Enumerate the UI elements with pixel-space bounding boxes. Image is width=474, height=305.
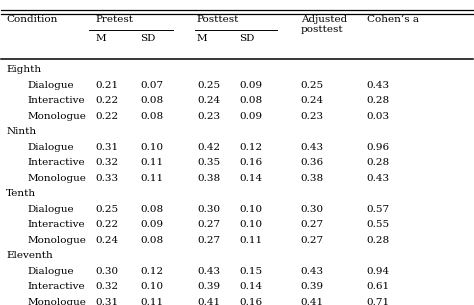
Text: 0.39: 0.39 [301,282,324,292]
Text: Posttest: Posttest [197,15,239,24]
Text: 0.16: 0.16 [239,298,263,305]
Text: 0.15: 0.15 [239,267,263,276]
Text: 0.10: 0.10 [140,282,164,292]
Text: Monologue: Monologue [27,174,86,183]
Text: Interactive: Interactive [27,282,85,292]
Text: 0.32: 0.32 [96,158,119,167]
Text: 0.41: 0.41 [301,298,324,305]
Text: 0.43: 0.43 [301,143,324,152]
Text: 0.09: 0.09 [140,221,164,229]
Text: Cohen’s a: Cohen’s a [366,15,419,24]
Text: 0.24: 0.24 [96,236,119,245]
Text: 0.23: 0.23 [301,112,324,121]
Text: 0.31: 0.31 [96,143,119,152]
Text: Dialogue: Dialogue [27,81,74,90]
Text: 0.27: 0.27 [301,221,324,229]
Text: 0.22: 0.22 [96,221,119,229]
Text: 0.39: 0.39 [197,282,220,292]
Text: 0.10: 0.10 [140,143,164,152]
Text: 0.43: 0.43 [366,81,390,90]
Text: 0.24: 0.24 [301,96,324,105]
Text: Dialogue: Dialogue [27,205,74,214]
Text: 0.57: 0.57 [366,205,390,214]
Text: 0.09: 0.09 [239,81,263,90]
Text: 0.27: 0.27 [301,236,324,245]
Text: 0.38: 0.38 [301,174,324,183]
Text: 0.14: 0.14 [239,174,263,183]
Text: 0.11: 0.11 [140,174,164,183]
Text: SD: SD [140,34,156,43]
Text: 0.08: 0.08 [140,96,164,105]
Text: 0.22: 0.22 [96,112,119,121]
Text: 0.30: 0.30 [301,205,324,214]
Text: 0.11: 0.11 [239,236,263,245]
Text: 0.22: 0.22 [96,96,119,105]
Text: 0.25: 0.25 [197,81,220,90]
Text: 0.08: 0.08 [140,205,164,214]
Text: Adjusted
posttest: Adjusted posttest [301,15,347,34]
Text: 0.43: 0.43 [197,267,220,276]
Text: 0.38: 0.38 [197,174,220,183]
Text: 0.27: 0.27 [197,236,220,245]
Text: 0.12: 0.12 [239,143,263,152]
Text: 0.11: 0.11 [140,158,164,167]
Text: Ninth: Ninth [6,127,36,136]
Text: Pretest: Pretest [96,15,134,24]
Text: Monologue: Monologue [27,236,86,245]
Text: Tenth: Tenth [6,189,36,198]
Text: Interactive: Interactive [27,96,85,105]
Text: 0.14: 0.14 [239,282,263,292]
Text: Interactive: Interactive [27,158,85,167]
Text: 0.28: 0.28 [366,236,390,245]
Text: 0.25: 0.25 [96,205,119,214]
Text: Dialogue: Dialogue [27,143,74,152]
Text: Monologue: Monologue [27,112,86,121]
Text: SD: SD [239,34,255,43]
Text: M: M [96,34,106,43]
Text: 0.10: 0.10 [239,221,263,229]
Text: 0.41: 0.41 [197,298,220,305]
Text: 0.35: 0.35 [197,158,220,167]
Text: 0.61: 0.61 [366,282,390,292]
Text: Monologue: Monologue [27,298,86,305]
Text: 0.30: 0.30 [197,205,220,214]
Text: 0.08: 0.08 [140,236,164,245]
Text: Eighth: Eighth [6,65,41,74]
Text: 0.07: 0.07 [140,81,164,90]
Text: 0.43: 0.43 [301,267,324,276]
Text: 0.28: 0.28 [366,158,390,167]
Text: 0.24: 0.24 [197,96,220,105]
Text: 0.43: 0.43 [366,174,390,183]
Text: 0.94: 0.94 [366,267,390,276]
Text: 0.08: 0.08 [140,112,164,121]
Text: 0.10: 0.10 [239,205,263,214]
Text: Condition: Condition [6,15,57,24]
Text: Dialogue: Dialogue [27,267,74,276]
Text: 0.36: 0.36 [301,158,324,167]
Text: 0.32: 0.32 [96,282,119,292]
Text: 0.12: 0.12 [140,267,164,276]
Text: 0.55: 0.55 [366,221,390,229]
Text: 0.03: 0.03 [366,112,390,121]
Text: 0.42: 0.42 [197,143,220,152]
Text: 0.16: 0.16 [239,158,263,167]
Text: 0.96: 0.96 [366,143,390,152]
Text: 0.25: 0.25 [301,81,324,90]
Text: Interactive: Interactive [27,221,85,229]
Text: Eleventh: Eleventh [6,251,53,260]
Text: 0.08: 0.08 [239,96,263,105]
Text: 0.31: 0.31 [96,298,119,305]
Text: 0.71: 0.71 [366,298,390,305]
Text: 0.21: 0.21 [96,81,119,90]
Text: 0.33: 0.33 [96,174,119,183]
Text: 0.27: 0.27 [197,221,220,229]
Text: 0.23: 0.23 [197,112,220,121]
Text: 0.28: 0.28 [366,96,390,105]
Text: 0.11: 0.11 [140,298,164,305]
Text: M: M [197,34,208,43]
Text: 0.30: 0.30 [96,267,119,276]
Text: 0.09: 0.09 [239,112,263,121]
